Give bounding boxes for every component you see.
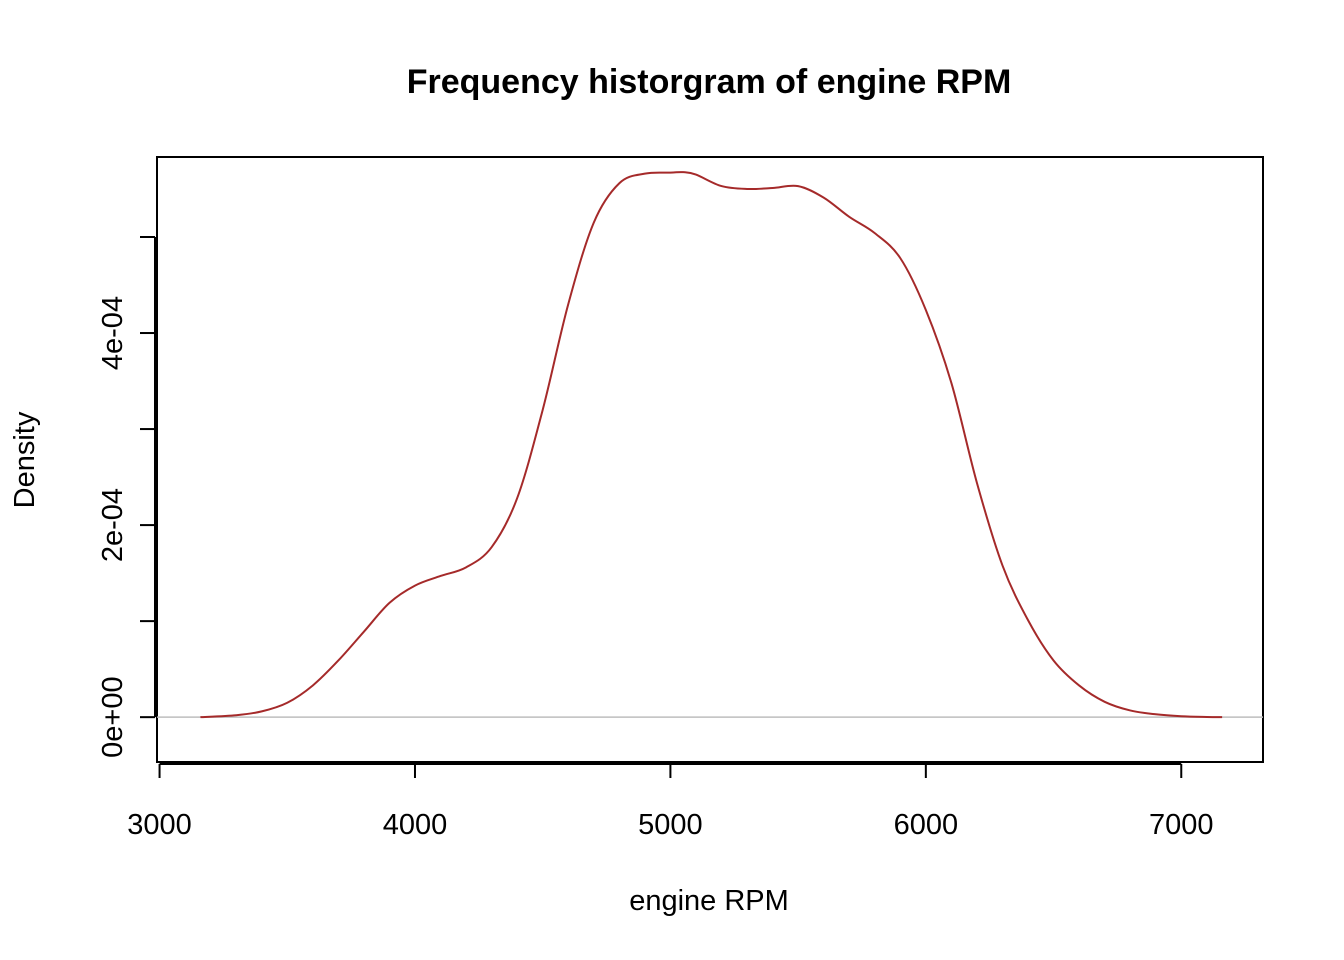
chart-title: Frequency historgram of engine RPM [407,63,1012,101]
y-axis-label: Density [9,411,41,508]
x-tick-label: 3000 [127,809,192,841]
x-tick-label: 6000 [894,809,959,841]
y-tick-label: 0e+00 [97,676,129,757]
density-line [200,171,1223,719]
y-tick-label: 4e-04 [97,296,129,370]
x-tick-label: 4000 [383,809,448,841]
x-axis: 3000 4000 5000 6000 7000 [127,764,1214,841]
x-axis-label: engine RPM [629,885,789,917]
plot-frame [156,156,1264,763]
x-tick-label: 7000 [1149,809,1214,841]
y-axis: 0e+00 2e-04 4e-04 [97,235,155,758]
x-tick-label: 5000 [638,809,703,841]
y-tick-label: 2e-04 [97,488,129,562]
